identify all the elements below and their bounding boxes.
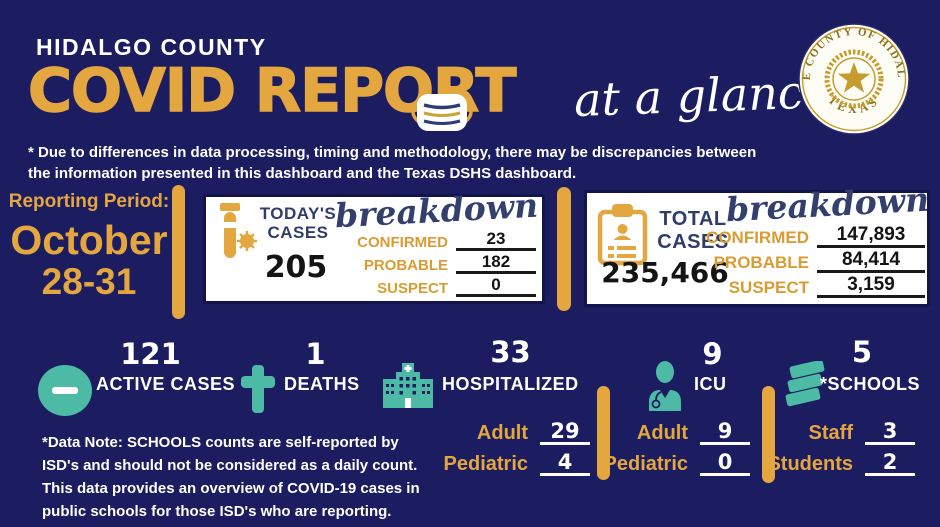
county-seal: THE COUNTY OF HIDALGO TEXAS [797, 22, 910, 135]
todays-cases-label-line1: TODAY'S [259, 204, 337, 223]
separator-bar [557, 187, 571, 311]
breakdown-row-value: 84,414 [817, 250, 925, 273]
breakdown-row: CONFIRMED 147,893 [706, 223, 925, 248]
total-cases-label-line2: CASES [657, 231, 729, 253]
total-breakdown-rows: CONFIRMED 147,893 PROBABLE 84,414 SUSPEC… [706, 223, 925, 298]
substat-label: Pediatric [443, 453, 528, 476]
total-breakdown-title: breakdown [725, 179, 930, 230]
face-mask-icon [411, 94, 473, 131]
icu-breakdown: Adult 9 Pediatric 0 [600, 420, 750, 482]
breakdown-row-label: PROBABLE [713, 253, 809, 272]
hospitalized-label: HOSPITALIZED [442, 374, 579, 394]
active-cases-label: ACTIVE CASES [96, 374, 236, 394]
substat-value: 2 [865, 451, 915, 477]
breakdown-row-label: SUSPECT [377, 280, 448, 297]
schools-data-note: *Data Note: SCHOOLS counts are self-repo… [42, 431, 420, 523]
clipboard-icon [597, 204, 648, 266]
substat-value: 0 [700, 451, 750, 477]
breakdown-row-value: 23 [456, 230, 536, 251]
data-note-line-1: *Data Note: SCHOOLS counts are self-repo… [42, 434, 399, 451]
hospitalized-value: 33 [490, 335, 531, 369]
substat-value: 3 [865, 420, 915, 446]
substat-value: 4 [540, 451, 590, 477]
data-note-line-4: public schools for those ISD's who are r… [42, 503, 392, 520]
disclaimer-line-2: the information presented in this dashbo… [28, 165, 577, 182]
reporting-period-days: 28-31 [41, 261, 137, 302]
data-note-line-3: This data provides an overview of COVID-… [42, 480, 420, 497]
total-cases-value: 235,466 [601, 256, 729, 289]
breakdown-row-value: 3,159 [817, 275, 925, 298]
deaths-value: 1 [305, 337, 326, 371]
substat-value: 9 [700, 420, 750, 446]
hospitalized-breakdown: Adult 29 Pediatric 4 [420, 420, 590, 482]
icu-value: 9 [702, 337, 723, 371]
schools-label: *SCHOOLS [820, 374, 921, 394]
todays-cases-value: 205 [264, 250, 328, 285]
county-title: HIDALGO COUNTY [36, 34, 267, 60]
breakdown-row: SUSPECT 3,159 [707, 273, 925, 298]
substat-label: Students [767, 453, 853, 476]
substat-row: Staff 3 [775, 420, 915, 446]
todays-cases-card: TODAY'S CASES 205 breakdown CONFIRMED 23… [203, 186, 545, 304]
substat-label: Pediatric [603, 453, 688, 476]
substat-value: 29 [540, 420, 590, 446]
breakdown-row-label: PROBABLE [363, 257, 448, 274]
breakdown-row-value: 182 [456, 253, 536, 274]
deaths-label: DEATHS [284, 374, 360, 394]
total-cases-card: TOTAL CASES 235,466 breakdown CONFIRMED … [584, 180, 930, 307]
icu-label: ICU [694, 374, 727, 394]
substat-label: Staff [808, 422, 853, 445]
disclaimer-line-1: * Due to differences in data processing,… [28, 144, 757, 161]
breakdown-row: SUSPECT 0 [318, 274, 536, 297]
substat-label: Adult [476, 422, 528, 445]
active-cases-value: 121 [120, 337, 181, 371]
total-cases-label-line1: TOTAL [659, 208, 727, 230]
hospital-icon [383, 363, 433, 408]
breakdown-row-value: 147,893 [817, 225, 925, 248]
data-note-line-2: ISD's and should not be considered as a … [42, 457, 418, 474]
substat-row: Pediatric 4 [420, 451, 590, 477]
todays-cases-label-line2: CASES [267, 223, 329, 242]
schools-breakdown: Staff 3 Students 2 [767, 420, 915, 482]
substat-row: Adult 29 [420, 420, 590, 446]
separator-bar [172, 185, 185, 319]
minus-circle-icon [38, 365, 92, 416]
breakdown-row: CONFIRMED 23 [318, 228, 536, 251]
disclaimer: * Due to differences in data processing,… [28, 142, 756, 184]
substat-row: Adult 9 [600, 420, 750, 446]
schools-value: 5 [851, 335, 873, 369]
substat-row: Pediatric 0 [600, 451, 750, 477]
reporting-period-month: October [10, 217, 168, 263]
books-icon [785, 361, 825, 407]
breakdown-row-value: 0 [456, 276, 536, 297]
breakdown-row: PROBABLE 84,414 [707, 248, 925, 273]
reporting-period: Reporting Period: October 28-31 [0, 191, 178, 301]
doctor-icon [649, 361, 681, 411]
breakdown-row-label: CONFIRMED [357, 234, 448, 251]
substat-label: Adult [636, 422, 688, 445]
substat-row: Students 2 [767, 451, 915, 477]
breakdown-row-label: SUSPECT [728, 278, 809, 297]
cross-icon [241, 365, 275, 413]
breakdown-row-label: CONFIRMED [706, 228, 809, 247]
seal-star-icon [837, 62, 871, 93]
breakdown-row: PROBABLE 182 [318, 251, 536, 274]
separator-bar [597, 386, 610, 480]
reporting-period-label: Reporting Period: [8, 191, 170, 212]
separator-bar [762, 386, 775, 483]
todays-breakdown-rows: CONFIRMED 23 PROBABLE 182 SUSPECT 0 [318, 228, 536, 297]
test-tube-icon [220, 203, 257, 258]
